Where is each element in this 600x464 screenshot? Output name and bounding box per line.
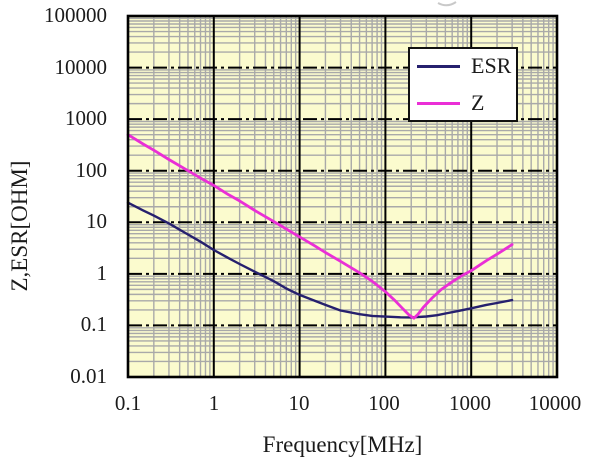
- y-tick-label: 10: [86, 209, 107, 233]
- y-tick-label: 100000: [44, 3, 107, 27]
- x-tick-label: 1: [208, 391, 220, 415]
- x-tick-label: 10: [288, 391, 310, 415]
- z-line-swatch: [417, 101, 460, 105]
- legend-label-z: Z: [471, 90, 485, 115]
- y-tick-label: 1000: [65, 106, 107, 130]
- y-tick-label: 0.01: [70, 364, 107, 388]
- x-tick-label: 10000: [528, 391, 582, 415]
- y-tick-label: 1: [96, 261, 108, 285]
- legend-label-esr: ESR: [471, 53, 512, 78]
- legend-item-z: Z: [417, 92, 484, 114]
- x-tick-label: 0.1: [114, 391, 142, 415]
- x-tick-label: 100: [368, 391, 400, 415]
- x-tick-label: 1000: [449, 391, 491, 415]
- y-tick-label: 100: [75, 158, 108, 182]
- chart-legend: ESR Z: [408, 47, 518, 122]
- stray-mark: [437, 1, 457, 7]
- y-axis-title: Z,ESR[OHM]: [7, 160, 32, 292]
- legend-item-esr: ESR: [417, 55, 511, 77]
- x-axis-title: Frequency[MHz]: [262, 432, 423, 457]
- y-tick-label: 10000: [54, 55, 108, 79]
- y-tick-label: 0.1: [80, 312, 107, 336]
- esr-line-swatch: [417, 64, 460, 68]
